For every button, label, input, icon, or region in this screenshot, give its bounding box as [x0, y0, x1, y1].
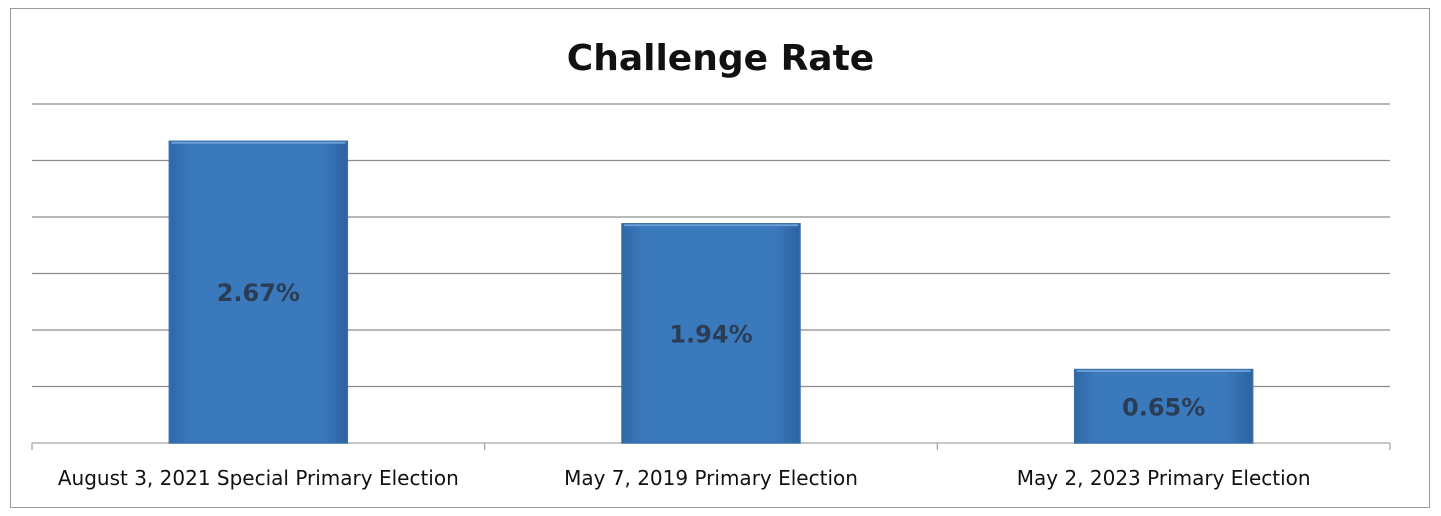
- bar: [1073, 368, 1254, 444]
- category-label: August 3, 2021 Special Primary Election: [58, 466, 459, 490]
- chart-title: Challenge Rate: [566, 38, 875, 79]
- bar: [168, 140, 349, 444]
- data-label: 0.65%: [1122, 393, 1205, 421]
- category-label: May 2, 2023 Primary Election: [1017, 466, 1311, 490]
- data-label: 1.94%: [669, 320, 752, 348]
- bar: [621, 223, 801, 444]
- data-label: 2.67%: [217, 279, 300, 307]
- category-label: May 7, 2019 Primary Election: [564, 466, 858, 490]
